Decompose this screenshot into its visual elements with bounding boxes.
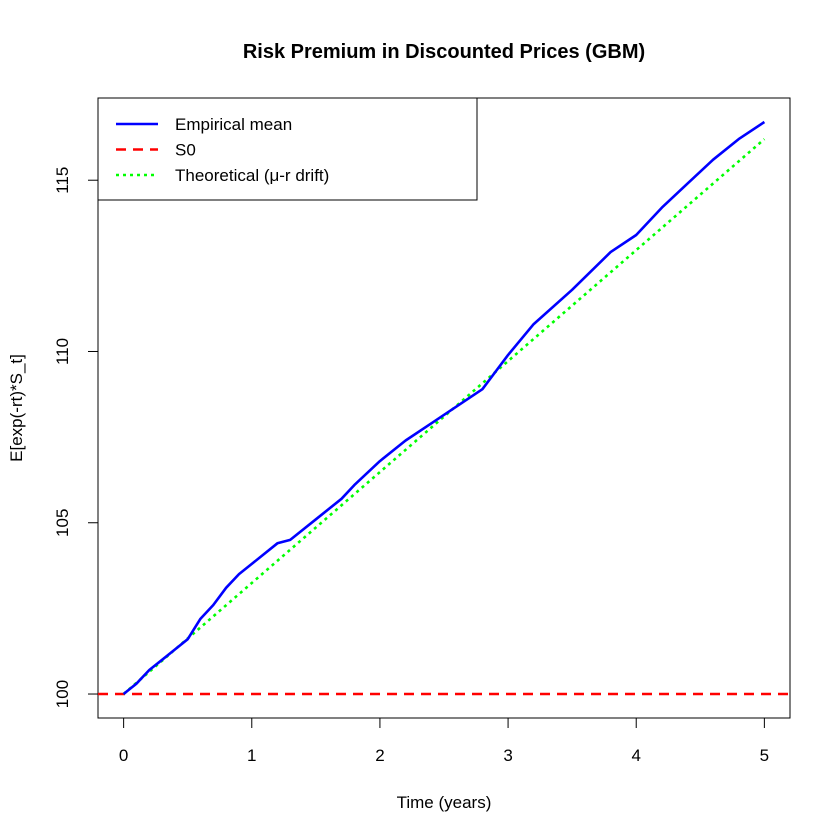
series-line-0 xyxy=(122,120,766,696)
legend-label-1: S0 xyxy=(175,141,196,160)
x-tick-label: 2 xyxy=(375,746,384,765)
legend-label-0: Empirical mean xyxy=(175,115,292,134)
x-tick-label: 3 xyxy=(503,746,512,765)
legend: Empirical mean S0 Theoretical (μ-r drift) xyxy=(97,97,478,201)
y-tick-label: 100 xyxy=(53,680,72,708)
x-axis-label: Time (years) xyxy=(397,793,492,812)
series-line-2 xyxy=(122,138,766,695)
chart-title: Risk Premium in Discounted Prices (GBM) xyxy=(243,41,645,63)
x-tick-label: 0 xyxy=(119,746,128,765)
y-tick-label: 105 xyxy=(53,509,72,537)
x-tick-label: 4 xyxy=(631,746,640,765)
legend-box xyxy=(97,97,478,201)
x-tick-label: 1 xyxy=(247,746,256,765)
y-axis: 100 105 110 115 xyxy=(53,167,99,708)
series-layer xyxy=(98,120,790,696)
y-tick-label: 115 xyxy=(53,167,72,194)
legend-label-2: Theoretical (μ-r drift) xyxy=(175,166,329,185)
y-tick-label: 110 xyxy=(53,338,72,365)
x-tick-label: 5 xyxy=(760,746,769,765)
y-axis-label: E[exp(-rt)*S_t] xyxy=(7,354,26,462)
x-axis: 0 1 2 3 4 5 xyxy=(119,717,769,765)
